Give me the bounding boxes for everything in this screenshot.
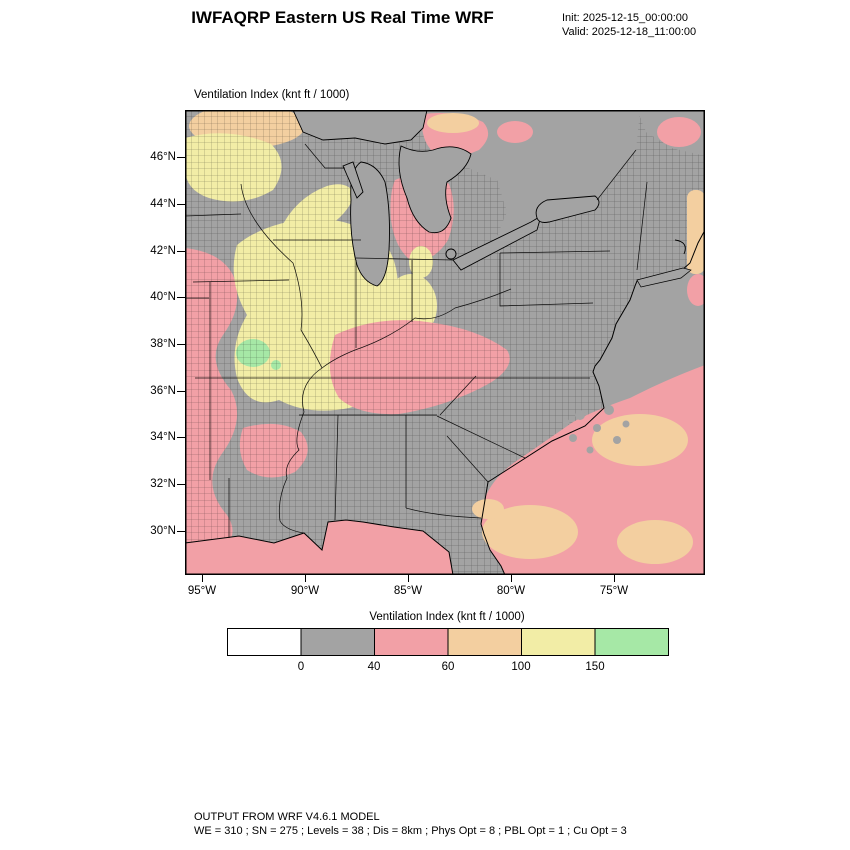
- lon-tick-mark: [305, 575, 307, 582]
- colorbar-segment: [300, 628, 375, 656]
- lat-tick-mark: [177, 157, 185, 159]
- colorbar-tick-label: 40: [367, 661, 381, 673]
- colorbar-tick-label: 100: [511, 661, 531, 673]
- init-time: Init: 2025-12-15_00:00:00: [562, 12, 688, 24]
- lon-tick-label: 90°W: [290, 585, 320, 597]
- lon-tick-label: 85°W: [393, 585, 423, 597]
- colorbar-tick-label: 0: [297, 661, 305, 673]
- lat-tick-mark: [177, 484, 185, 486]
- lat-tick-label: 34°N: [150, 431, 176, 443]
- lon-tick-mark: [511, 575, 513, 582]
- colorbar-segment: [227, 628, 302, 656]
- lat-tick-mark: [177, 344, 185, 346]
- wrf-map: [185, 110, 705, 575]
- lat-tick-label: 30°N: [150, 525, 176, 537]
- lat-tick-label: 44°N: [150, 198, 176, 210]
- lat-tick-mark: [177, 437, 185, 439]
- lat-tick-label: 32°N: [150, 478, 176, 490]
- great-lakes: [292, 110, 600, 287]
- lat-tick-mark: [177, 531, 185, 533]
- colorbar-tick-label: 60: [441, 661, 455, 673]
- lat-tick-label: 42°N: [150, 245, 176, 257]
- lon-tick-mark: [202, 575, 204, 582]
- colorbar-label: Ventilation Index (knt ft / 1000): [369, 611, 525, 623]
- valid-time: Valid: 2025-12-18_11:00:00: [562, 26, 697, 38]
- lat-tick-label: 36°N: [150, 385, 176, 397]
- map-frame: [185, 110, 705, 575]
- lon-tick-label: 75°W: [599, 585, 629, 597]
- cape-cod: [674, 239, 686, 255]
- colorbar: [227, 628, 669, 656]
- lon-tick-mark: [614, 575, 616, 582]
- lon-tick-label: 95°W: [187, 585, 217, 597]
- atlantic-ocean: [472, 190, 705, 575]
- lat-tick-mark: [177, 391, 185, 393]
- lon-tick-mark: [408, 575, 410, 582]
- lat-tick-label: 38°N: [150, 338, 176, 350]
- run-times: Init: 2025-12-15_00:00:00 Valid: 2025-12…: [562, 11, 696, 39]
- ocean-gray-speckles: [562, 405, 630, 454]
- colorbar-segment: [374, 628, 449, 656]
- map-field-label: Ventilation Index (knt ft / 1000): [194, 89, 350, 101]
- lat-tick-label: 40°N: [150, 291, 176, 303]
- colorbar-segment: [594, 628, 669, 656]
- footer-config-line: WE = 310 ; SN = 275 ; Levels = 38 ; Dis …: [194, 825, 627, 837]
- lon-tick-label: 80°W: [496, 585, 526, 597]
- colorbar-segment: [447, 628, 522, 656]
- lat-tick-mark: [177, 297, 185, 299]
- colorbar-tick-label: 150: [585, 661, 605, 673]
- colorbar-segment: [521, 628, 596, 656]
- footer-model-line: OUTPUT FROM WRF V4.6.1 MODEL: [194, 811, 380, 823]
- page-title: IWFAQRP Eastern US Real Time WRF: [191, 8, 494, 27]
- state-borders: [185, 143, 648, 538]
- lat-tick-mark: [177, 251, 185, 253]
- lat-tick-mark: [177, 204, 185, 206]
- canada-region: [417, 110, 705, 260]
- lat-tick-label: 46°N: [150, 151, 176, 163]
- long-island: [636, 267, 692, 288]
